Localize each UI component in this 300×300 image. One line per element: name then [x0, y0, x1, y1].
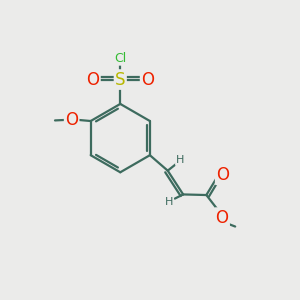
Text: Cl: Cl [114, 52, 126, 65]
Text: S: S [115, 70, 125, 88]
Text: H: H [176, 155, 184, 165]
Text: O: O [216, 166, 229, 184]
Text: H: H [165, 197, 173, 207]
Text: O: O [65, 111, 78, 129]
Text: O: O [86, 70, 99, 88]
Text: O: O [216, 208, 229, 226]
Text: O: O [141, 70, 154, 88]
